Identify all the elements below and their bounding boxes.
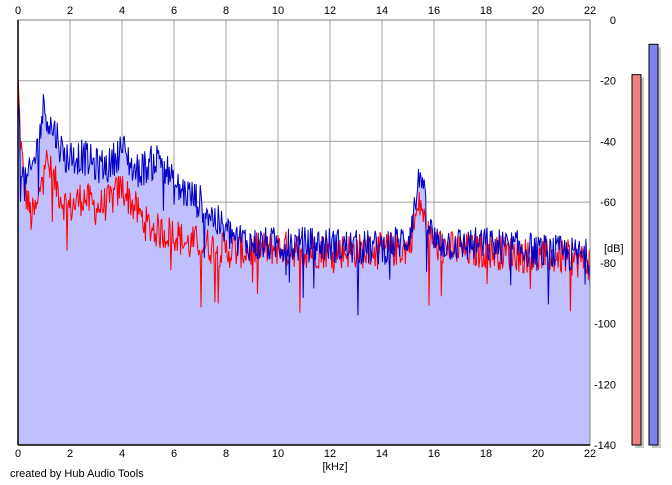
x-axis-label: [kHz] [322, 461, 347, 473]
y-tick-label: -100 [594, 319, 616, 331]
spectrum-series [17, 75, 591, 316]
y-tick-label: -40 [600, 136, 616, 148]
y-tick-label: -120 [594, 379, 616, 391]
x-tick-label-top: 4 [119, 5, 125, 17]
x-tick-label-bottom: 10 [272, 448, 284, 460]
x-tick-label-bottom: 0 [15, 448, 21, 460]
x-tick-label-top: 20 [532, 5, 544, 17]
series-line-2 [17, 94, 591, 316]
y-tick-label: -140 [594, 440, 616, 452]
x-tick-label-top: 18 [480, 5, 492, 17]
chart-frame [17, 19, 591, 446]
x-tick-label-bottom: 20 [532, 448, 544, 460]
y-tick-label: -80 [600, 258, 616, 270]
x-tick-label-bottom: 2 [67, 448, 73, 460]
x-tick-label-top: 12 [324, 5, 336, 17]
x-tick-label-bottom: 8 [223, 448, 229, 460]
x-tick-label-top: 6 [171, 5, 177, 17]
x-tick-label-bottom: 14 [376, 448, 388, 460]
y-tick-label: -20 [600, 76, 616, 88]
x-tick-label-top: 0 [15, 5, 21, 17]
y-tick-label: 0 [610, 15, 616, 27]
x-tick-label-bottom: 22 [584, 448, 596, 460]
y-axis-label: [dB] [604, 243, 624, 255]
level-meter-bar [648, 43, 659, 446]
y-tick-label: -60 [600, 197, 616, 209]
x-tick-label-top: 8 [223, 5, 229, 17]
y-axis-ticks: 0 -20 -40 -60 -80 -100 -120 -140 [594, 15, 616, 452]
x-tick-label-bottom: 6 [171, 448, 177, 460]
x-tick-label-bottom: 12 [324, 448, 336, 460]
x-tick-label-top: 22 [584, 5, 596, 17]
x-tick-label-bottom: 16 [428, 448, 440, 460]
x-tick-label-bottom: 18 [480, 448, 492, 460]
x-tick-label-top: 10 [272, 5, 284, 17]
x-tick-label-top: 14 [376, 5, 388, 17]
x-tick-label-top: 16 [428, 5, 440, 17]
level-meter-bar [631, 74, 642, 446]
credit-text: created by Hub Audio Tools [10, 468, 144, 480]
x-tick-label-top: 2 [67, 5, 73, 17]
level-meters [631, 43, 661, 449]
x-tick-label-bottom: 4 [119, 448, 125, 460]
